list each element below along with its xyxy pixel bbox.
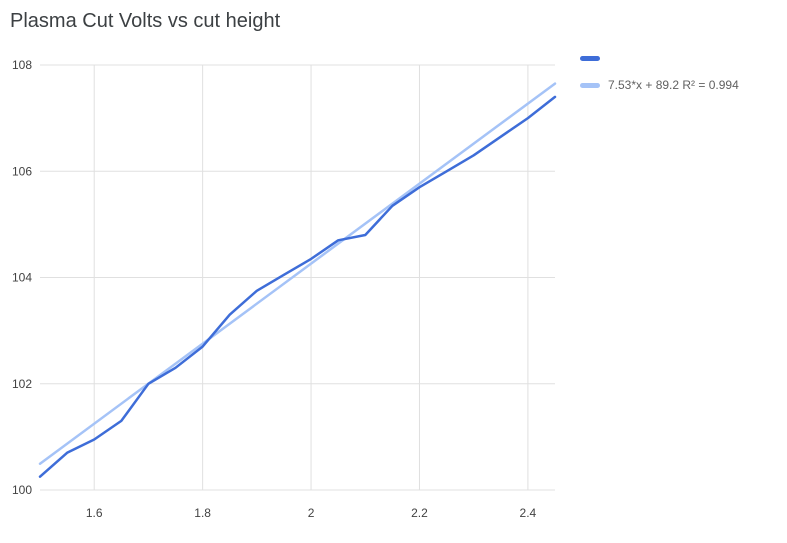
legend-item-trendline[interactable]: 7.53*x + 89.2 R² = 0.994 [580,78,780,92]
x-axis-tick-label: 2.2 [411,506,428,520]
y-axis-tick-label: 104 [12,271,32,285]
x-axis-tick-label: 1.8 [194,506,211,520]
x-axis-tick-label: 1.6 [86,506,103,520]
chart-legend: 7.53*x + 89.2 R² = 0.994 [580,56,780,109]
trendline-swatch [580,82,600,88]
y-axis-tick-label: 108 [12,58,32,72]
chart-plot-area: 100 102 104 106 108 1.6 1.8 2 2.2 2.4 [12,58,557,520]
x-axis-tick-label: 2.4 [520,506,537,520]
series-swatch [580,56,600,61]
series-line-path [38,95,557,478]
trendline-path [38,82,557,465]
y-axis-tick-label: 106 [12,164,32,178]
chart-title: Plasma Cut Volts vs cut height [10,10,281,32]
legend-item-series[interactable] [580,56,780,61]
y-axis-tick-label: 102 [12,377,32,391]
trendline-equation-label: 7.53*x + 89.2 R² = 0.994 [608,78,739,92]
y-axis-tick-label: 100 [12,483,32,497]
x-axis-tick-label: 2 [308,506,315,520]
